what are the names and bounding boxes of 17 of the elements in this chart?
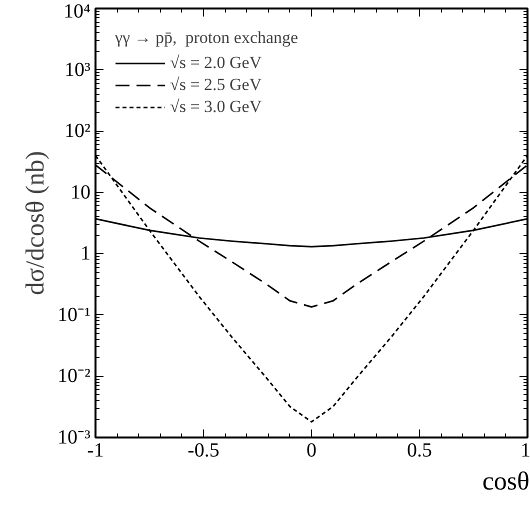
y-tick-label: 10⁴ — [64, 0, 91, 22]
legend-label: √s = 3.0 GeV — [170, 97, 262, 117]
y-tick-label: 10 — [70, 181, 90, 204]
legend-title: γγ → pp̄, proton exchange — [115, 28, 298, 48]
y-tick-label: 10⁻² — [58, 365, 91, 388]
y-tick-label: 10² — [64, 120, 91, 142]
legend-label: √s = 2.0 GeV — [170, 53, 262, 73]
x-tick-label: -0.5 — [188, 440, 220, 462]
x-tick-label: 0 — [306, 440, 316, 462]
x-tick-label: 1 — [520, 440, 530, 462]
y-tick-label: 10⁻¹ — [58, 304, 91, 326]
x-axis-title: cosθ — [482, 466, 530, 496]
y-tick-label: 10³ — [64, 58, 91, 81]
legend-label: √s = 2.5 GeV — [170, 75, 262, 95]
y-axis-title: dσ/dcosθ (nb) — [20, 150, 50, 296]
y-tick-label: 1 — [80, 242, 90, 265]
x-tick-label: 0.5 — [407, 440, 432, 462]
